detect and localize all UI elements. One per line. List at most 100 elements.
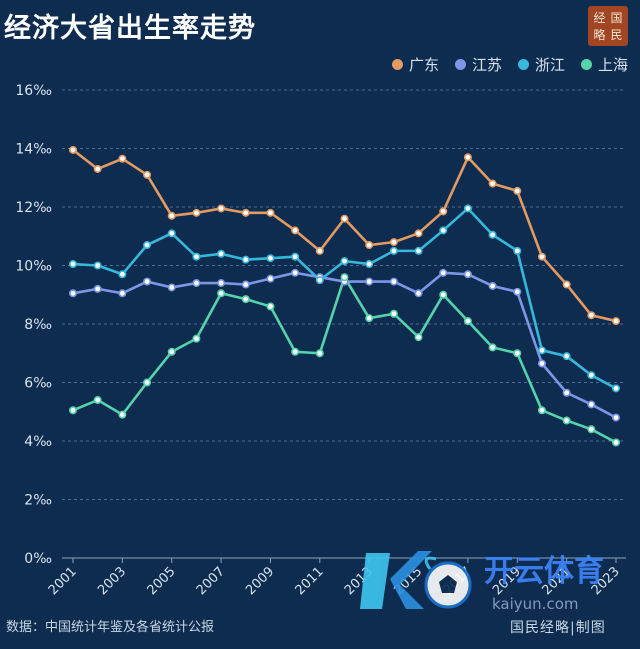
legend-item-zhejiang[interactable]: 浙江 (517, 54, 565, 75)
legend-label: 广东 (408, 56, 439, 74)
x-tick-label: 2007 (194, 564, 228, 598)
legend-swatch-icon (517, 59, 529, 70)
data-point (69, 289, 78, 298)
logo-char: 经 (593, 11, 606, 25)
data-point (167, 283, 176, 292)
source-note: 数据：中国统计年鉴及各省统计公报 (6, 620, 215, 635)
data-point (414, 246, 423, 255)
data-point (217, 289, 226, 298)
data-point (365, 277, 374, 286)
data-point (143, 170, 152, 179)
data-point (192, 279, 201, 288)
legend-item-shanghai[interactable]: 上海 (580, 54, 628, 75)
legend-swatch-icon (580, 59, 592, 70)
data-point (562, 416, 571, 425)
data-point (611, 317, 620, 326)
data-point (266, 302, 275, 311)
data-point (266, 254, 275, 263)
data-point (537, 406, 546, 415)
legend-swatch-icon (391, 59, 403, 70)
brand-credit: 国民经略|制图 (510, 620, 606, 636)
y-tick-label: 0‰ (24, 551, 52, 567)
data-point (365, 241, 374, 250)
data-point (143, 277, 152, 286)
data-point (488, 343, 497, 352)
data-point (513, 287, 522, 296)
x-tick-label: 2009 (243, 564, 277, 598)
x-tick-label: 2003 (95, 564, 129, 598)
data-point (266, 208, 275, 217)
data-point (562, 388, 571, 397)
y-tick-label: 2‰ (24, 493, 52, 509)
data-point (340, 214, 349, 223)
data-point (414, 289, 423, 298)
data-point (266, 274, 275, 283)
y-tick-label: 14‰ (15, 142, 52, 158)
x-tick-label: 2011 (293, 564, 327, 598)
data-point (587, 311, 596, 320)
data-point (315, 349, 324, 358)
logo-char: 国 (610, 11, 623, 25)
logo-char: 略 (593, 28, 606, 42)
data-point (488, 179, 497, 188)
legend-item-jiangsu[interactable]: 江苏 (454, 54, 502, 75)
data-point (118, 270, 127, 279)
data-point (463, 270, 472, 279)
logo-char: 民 (610, 28, 623, 42)
data-point (241, 255, 250, 264)
data-point (463, 153, 472, 162)
x-tick-label: 2001 (46, 564, 80, 598)
data-point (389, 309, 398, 318)
data-point (537, 346, 546, 355)
data-point (587, 425, 596, 434)
x-tick-label: 2005 (145, 564, 179, 598)
data-point (389, 246, 398, 255)
data-point (488, 281, 497, 290)
data-point (389, 238, 398, 247)
data-point (562, 280, 571, 289)
data-point (463, 317, 472, 326)
data-point (93, 396, 102, 405)
data-point (217, 279, 226, 288)
data-point (414, 333, 423, 342)
data-point (118, 410, 127, 419)
data-point (365, 260, 374, 269)
data-point (167, 347, 176, 356)
data-point (217, 204, 226, 213)
data-point (611, 384, 620, 393)
data-point (93, 164, 102, 173)
series-line (72, 148, 617, 323)
data-point (537, 252, 546, 261)
data-point (537, 359, 546, 368)
data-point (389, 277, 398, 286)
data-point (217, 249, 226, 258)
data-point (315, 276, 324, 285)
data-point (192, 252, 201, 261)
brand-logo: 经 国 略 民 (588, 6, 628, 46)
data-point (291, 252, 300, 261)
data-point (69, 260, 78, 269)
data-point (291, 268, 300, 277)
page-title: 经济大省出生率走势 (4, 13, 256, 44)
data-point (241, 280, 250, 289)
chart-legend: 广东 江苏 浙江 上海 (391, 54, 628, 75)
data-point (340, 257, 349, 266)
legend-label: 浙江 (534, 56, 565, 74)
watermark-domain: kaiyun.com (492, 595, 578, 613)
data-point (69, 145, 78, 154)
data-point (439, 268, 448, 277)
data-point (611, 413, 620, 422)
data-point (118, 154, 127, 163)
data-point (241, 295, 250, 304)
y-tick-label: 4‰ (24, 434, 52, 450)
legend-swatch-icon (454, 59, 466, 70)
data-point (587, 371, 596, 380)
legend-item-guangdong[interactable]: 广东 (391, 54, 439, 75)
data-point (513, 246, 522, 255)
data-point (93, 261, 102, 270)
data-point (340, 273, 349, 282)
data-point (69, 406, 78, 415)
data-point (562, 352, 571, 361)
watermark-logo: 开云体育 kaiyun.com (360, 551, 604, 613)
